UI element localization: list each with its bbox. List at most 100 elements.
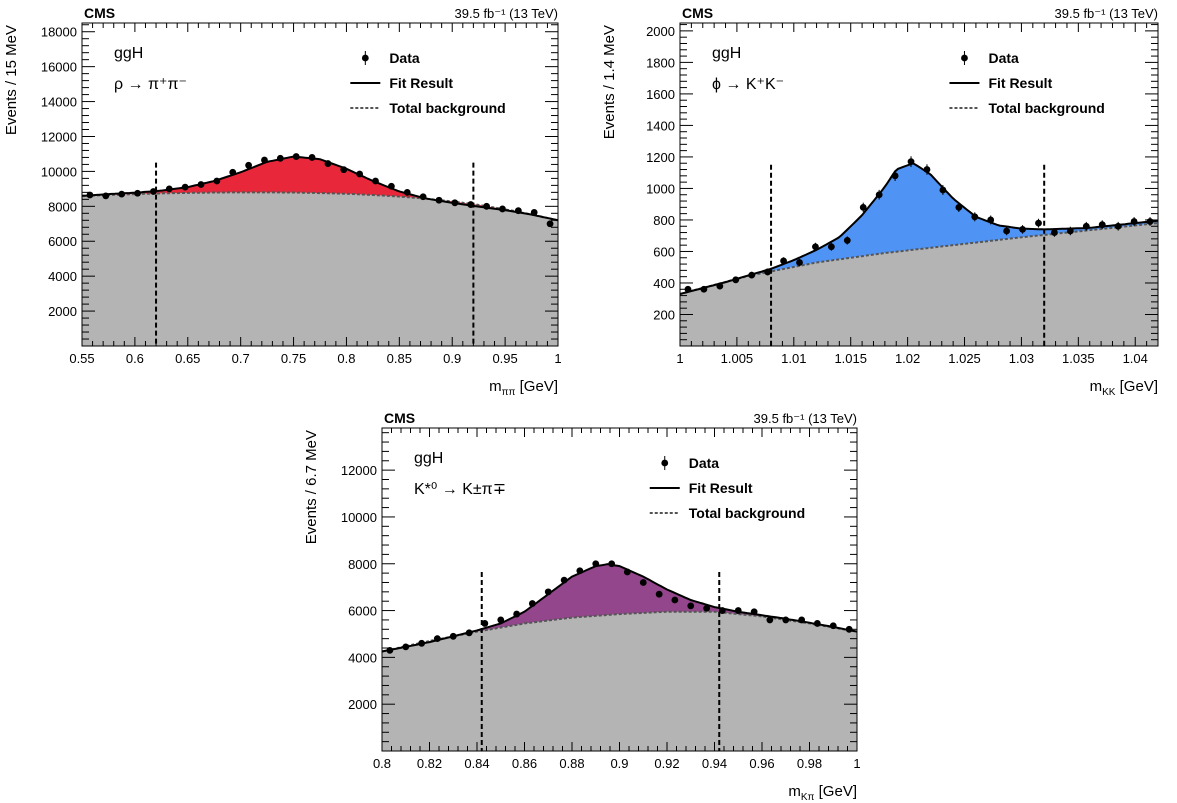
- legend-data-marker: [661, 459, 669, 467]
- data-point: [576, 567, 584, 575]
- data-point: [435, 196, 443, 204]
- data-point: [340, 166, 348, 174]
- y-tick-label: 6000: [348, 604, 377, 619]
- cms-label: CMS: [384, 410, 415, 426]
- y-tick-label: 18000: [41, 25, 77, 40]
- legend-fit-label: Fit Result: [988, 75, 1052, 91]
- x-tick-label: 0.8: [337, 351, 355, 366]
- data-point: [481, 620, 489, 627]
- y-tick-label: 12000: [41, 129, 77, 144]
- data-point: [732, 276, 740, 284]
- data-point: [655, 590, 663, 598]
- data-point: [324, 160, 332, 167]
- data-point: [1146, 218, 1154, 225]
- data-point: [987, 216, 995, 224]
- x-tick-label: 0.75: [281, 351, 306, 366]
- legend-data-marker: [961, 54, 968, 62]
- data-point: [150, 188, 157, 195]
- data-point: [700, 285, 708, 293]
- y-tick-label: 14000: [41, 95, 77, 110]
- data-point: [213, 177, 221, 185]
- data-point: [623, 568, 631, 576]
- data-point: [308, 154, 316, 161]
- x-tick-label: 0.65: [175, 351, 200, 366]
- x-tick-label: 1: [554, 351, 561, 366]
- plot-area: [382, 560, 857, 751]
- x-tick-label: 1.04: [1123, 351, 1148, 366]
- decay-label: K*⁰ → K±π∓: [414, 481, 506, 498]
- data-point: [245, 161, 253, 169]
- data-point: [843, 237, 851, 244]
- data-point: [497, 616, 505, 624]
- x-tick-label: 0.84: [464, 756, 489, 771]
- channel-label: ggH: [414, 450, 443, 467]
- x-tick-label: 1.025: [948, 351, 981, 366]
- data-point: [499, 205, 506, 213]
- y-tick-label: 1400: [646, 118, 675, 133]
- y-tick-label: 4000: [348, 650, 377, 665]
- y-tick-label: 10000: [341, 510, 377, 525]
- data-point: [829, 622, 837, 630]
- legend-data-marker: [361, 54, 369, 62]
- y-tick-label: 200: [653, 307, 675, 322]
- x-tick-label: 0.98: [797, 756, 822, 771]
- data-point: [419, 193, 427, 201]
- channel-label: ggH: [114, 45, 143, 62]
- data-point: [813, 620, 821, 627]
- fit-curve: [382, 563, 857, 653]
- x-tick-label: 1.005: [721, 351, 754, 366]
- data-point: [923, 166, 931, 173]
- data-point: [827, 243, 835, 251]
- legend-data-label: Data: [988, 50, 1019, 66]
- x-tick-label: 0.9: [610, 756, 628, 771]
- data-point: [718, 607, 726, 614]
- data-point: [891, 172, 899, 180]
- data-point: [875, 191, 883, 199]
- plot-frame: [81, 22, 559, 347]
- data-point: [1130, 218, 1138, 225]
- data-point: [845, 625, 853, 633]
- data-point: [703, 604, 711, 612]
- x-tick-label: 0.86: [512, 756, 537, 771]
- x-tick-label: 0.95: [492, 351, 517, 366]
- data-point: [513, 610, 521, 618]
- data-point: [451, 199, 459, 207]
- data-point: [671, 596, 679, 604]
- cms-label: CMS: [682, 5, 713, 21]
- y-tick-label: 2000: [348, 697, 377, 712]
- plot-area: [82, 153, 558, 346]
- data-point: [433, 635, 441, 643]
- y-tick-label: 2000: [48, 304, 77, 319]
- x-tick-label: 0.82: [417, 756, 442, 771]
- data-point: [386, 646, 394, 654]
- cms-label: CMS: [84, 5, 115, 21]
- data-point: [402, 643, 410, 651]
- data-point: [546, 220, 554, 228]
- data-point: [118, 190, 126, 198]
- signal-area: [82, 156, 558, 221]
- data-point: [102, 192, 110, 200]
- data-point: [859, 203, 867, 211]
- data-point: [1114, 222, 1122, 230]
- decay-label: ϕ → K⁺K⁻: [712, 76, 784, 93]
- x-axis-title: mKK [GeV]: [1090, 378, 1158, 398]
- data-point: [796, 259, 803, 266]
- y-tick-label: 1000: [646, 181, 675, 196]
- y-tick-label: 400: [653, 276, 675, 291]
- x-tick-label: 0.92: [654, 756, 679, 771]
- y-tick-label: 8000: [348, 557, 377, 572]
- data-point: [1098, 221, 1106, 229]
- lumi-label: 39.5 fb⁻¹ (13 TeV): [455, 6, 558, 21]
- data-point: [181, 183, 189, 191]
- data-point: [449, 632, 457, 640]
- y-tick-label: 800: [653, 213, 675, 228]
- fit-curve: [680, 162, 1158, 295]
- data-point: [687, 602, 695, 610]
- data-point: [292, 153, 300, 160]
- data-point: [764, 268, 772, 276]
- background-area: [82, 192, 558, 346]
- y-axis-title: Events / 15 MeV: [3, 25, 20, 135]
- x-tick-label: 0.9: [443, 351, 461, 366]
- legend-fit-label: Fit Result: [689, 480, 753, 496]
